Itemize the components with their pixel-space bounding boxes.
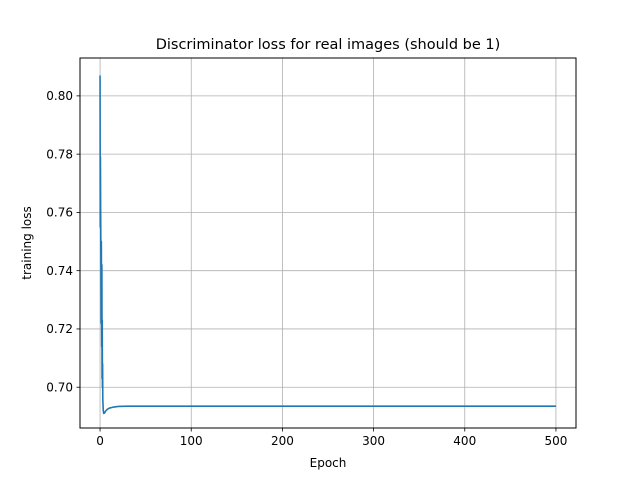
x-tick-label: 500	[544, 434, 567, 448]
x-tick-label: 200	[271, 434, 294, 448]
x-tick-label: 0	[96, 434, 104, 448]
plot-frame	[79, 57, 577, 429]
x-tick-label: 300	[362, 434, 385, 448]
series-layer	[99, 75, 556, 415]
y-tick-label: 0.80	[46, 89, 73, 103]
x-tick-label: 100	[180, 434, 203, 448]
y-tick-label: 0.78	[46, 147, 73, 161]
chart-title: Discriminator loss for real images (shou…	[156, 37, 501, 53]
x-axis-label: Epoch	[310, 456, 347, 470]
ticks: 0 100 200 300 400 500 0.70 0.72 0.74 0.76 0.78 0.80	[46, 89, 567, 448]
y-tick-label: 0.74	[46, 264, 73, 278]
y-tick-label: 0.70	[46, 381, 73, 395]
series-line-0	[99, 75, 556, 415]
y-tick-label: 0.76	[46, 206, 73, 220]
grid	[80, 58, 576, 428]
y-axis-label: training loss	[20, 206, 34, 279]
x-tick-label: 400	[453, 434, 476, 448]
y-tick-label: 0.72	[46, 322, 73, 336]
